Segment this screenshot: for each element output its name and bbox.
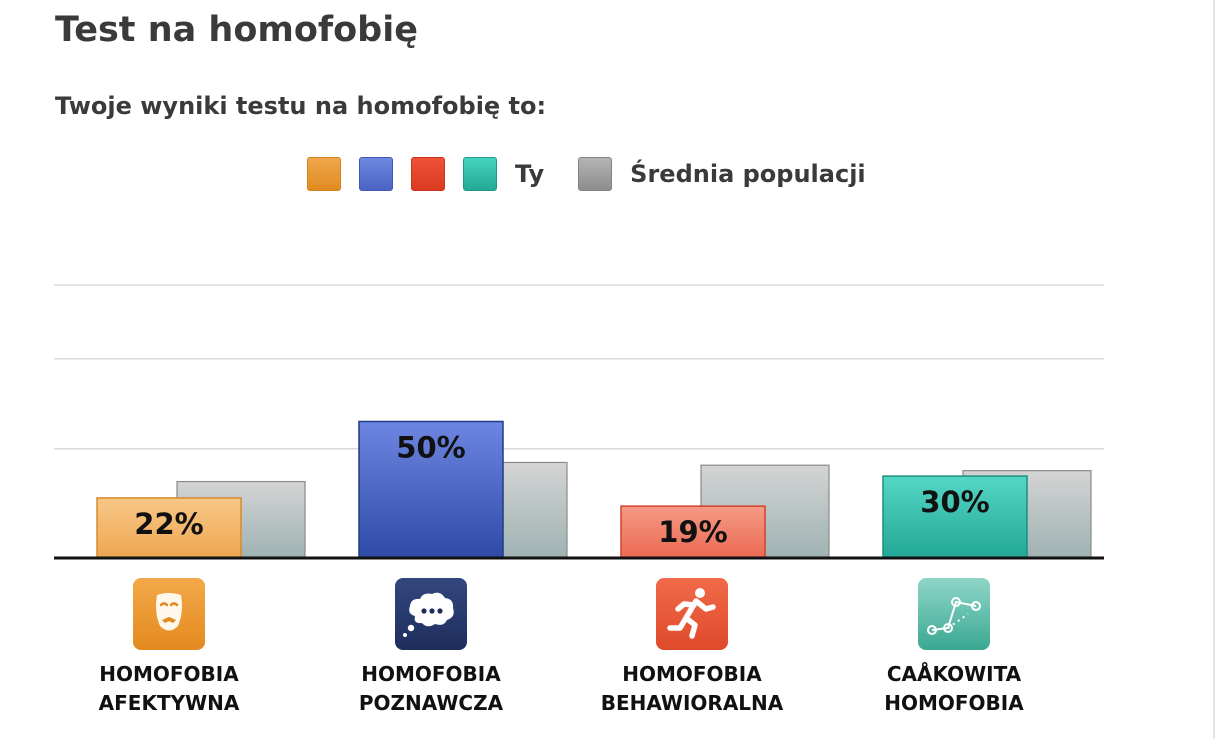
category-label-line: POZNAWCZA — [358, 691, 504, 715]
running-person-icon — [656, 578, 728, 650]
your-score-bar — [882, 475, 1028, 559]
page-edge-divider — [1213, 0, 1215, 739]
chart-legend: Ty Średnia populacji — [307, 156, 866, 192]
category-label-affective: HOMOFOBIA AFEKTYWNA — [49, 660, 289, 718]
connected-dots-icon — [918, 578, 990, 650]
category-label-line: CAÅKOWITA — [886, 662, 1022, 686]
your-score-bar — [620, 505, 766, 559]
legend-swatch-total — [463, 157, 497, 191]
legend-label-you: Ty — [515, 160, 545, 188]
legend-label-average: Średnia populacji — [630, 160, 866, 188]
category-label-behavioral: HOMOFOBIA BEHAWIORALNA — [572, 660, 812, 718]
category-label-line: HOMOFOBIA — [884, 691, 1024, 715]
category-label-line: HOMOFOBIA — [361, 662, 501, 686]
category-label-line: HOMOFOBIA — [622, 662, 762, 686]
legend-swatch-affective — [307, 157, 341, 191]
legend-swatch-average — [578, 157, 613, 191]
mask-icon — [133, 578, 205, 650]
page-title: Test na homofobię — [55, 10, 418, 50]
category-label-line: HOMOFOBIA — [99, 662, 239, 686]
your-score-bar — [358, 420, 504, 559]
category-label-line: AFEKTYWNA — [98, 691, 240, 715]
category-label-cognitive: HOMOFOBIA POZNAWCZA — [311, 660, 551, 718]
thought-bubble-icon — [395, 578, 467, 650]
bar-value-label: 19% — [658, 515, 727, 549]
bar-value-label: 50% — [396, 431, 465, 465]
results-subtitle: Twoje wyniki testu na homofobię to: — [55, 92, 547, 120]
category-label-total: CAÅKOWITA HOMOFOBIA — [834, 660, 1074, 718]
category-label-line: BEHAWIORALNA — [600, 691, 784, 715]
legend-swatch-behavioral — [411, 157, 445, 191]
legend-swatch-cognitive — [359, 157, 393, 191]
bar-value-label: 30% — [920, 485, 989, 519]
bar-value-label: 22% — [134, 507, 203, 541]
